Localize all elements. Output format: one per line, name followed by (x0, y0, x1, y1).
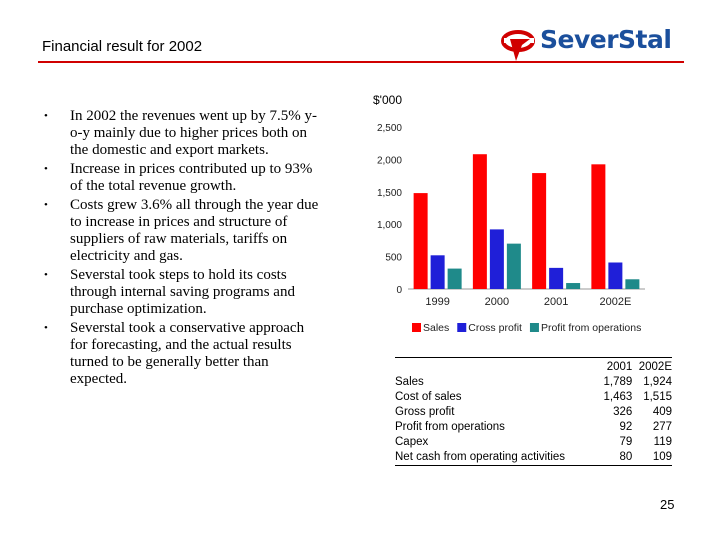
value-2001: 92 (619, 421, 633, 433)
bullet-item: • Severstal took steps to hold its costs … (40, 267, 325, 318)
bar-profit-from-operations-2002e (625, 279, 640, 289)
legend-label: Profit from operations (541, 322, 641, 334)
value-2001: 80 (597, 450, 633, 466)
bar-sales-1999 (413, 193, 428, 289)
bar-sales-2002e (591, 164, 606, 289)
bullet-text: Severstal took steps to hold its costs t… (70, 267, 295, 317)
value-2002e: 409 (652, 406, 672, 418)
row-label: Profit from operations (395, 421, 505, 433)
y-tick-label: 1,000 (377, 220, 402, 231)
y-tick-label: 2,000 (377, 155, 402, 166)
bullet-dot-icon: • (44, 269, 48, 281)
severstal-logo-icon (501, 30, 535, 61)
table-header-label (395, 357, 598, 375)
value-2002e: 1,515 (643, 391, 672, 403)
page-number: 25 (660, 497, 675, 512)
bullet-list: • In 2002 the revenues went up by 7.5% y-… (40, 108, 325, 390)
bar-cross-profit-2000 (489, 229, 504, 289)
value-2001: 1,463 (603, 391, 633, 403)
bar-cross-profit-2002e (608, 262, 623, 289)
table-row: Capex 79 119 (395, 435, 672, 450)
title-rule (38, 61, 684, 63)
table-header-row: 2001 2002E (395, 357, 672, 375)
x-tick-label: 1999 (425, 296, 449, 308)
row-label: Gross profit (395, 406, 455, 418)
bar-sales-2000 (472, 154, 487, 289)
y-tick-label: 2,500 (377, 123, 402, 134)
bullet-dot-icon: • (44, 322, 48, 334)
row-label: Cost of sales (395, 391, 462, 403)
financial-summary-table: 2001 2002E Sales 1,789 1,924 Cost of sales… (395, 357, 672, 466)
value-2001: 326 (613, 406, 633, 418)
bar-profit-from-operations-2000 (506, 243, 521, 289)
table-header-2001: 2001 (597, 357, 633, 375)
bullet-text: Costs grew 3.6% all through the year due… (70, 197, 319, 264)
bullet-text: Increase in prices contributed up to 93%… (70, 161, 313, 194)
legend-swatch (412, 323, 421, 332)
row-label: Sales (395, 376, 424, 388)
bar-cross-profit-2001 (549, 267, 564, 289)
legend-swatch (529, 323, 539, 332)
bullet-item: • Severstal took a conservative approach … (40, 320, 325, 388)
table-row: Net cash from operating activities 80 109 (395, 450, 672, 466)
bar-profit-from-operations-2001 (566, 283, 581, 289)
slide-title: Financial result for 2002 (42, 38, 203, 55)
bullet-item: • Costs grew 3.6% all through the year du… (40, 197, 325, 265)
legend-swatch (457, 323, 467, 332)
severstal-logo: SeverStal (500, 25, 690, 67)
row-label: Capex (395, 436, 429, 448)
bullet-item: • Increase in prices contributed up to 93… (40, 161, 325, 195)
value-2002e: 277 (652, 421, 672, 433)
bullet-dot-icon: • (44, 163, 48, 175)
bar-sales-2001 (532, 173, 547, 289)
y-tick-label: 500 (385, 253, 402, 264)
bar-profit-from-operations-1999 (447, 268, 462, 289)
row-label: Net cash from operating activities (395, 450, 598, 466)
logo-text: SeverStal (540, 25, 672, 54)
chart-unit-label: $'000 (373, 93, 402, 107)
bullet-dot-icon: • (44, 199, 48, 211)
value-2001: 1,789 (603, 376, 633, 388)
revenue-bar-chart: 0 500 1,000 1,500 2,000 2,500 1999 2000 2001 2002… (377, 123, 645, 334)
value-2001: 79 (619, 436, 633, 448)
y-tick-label: 0 (396, 285, 402, 296)
value-2002e: 119 (653, 436, 672, 448)
bar-cross-profit-1999 (430, 255, 445, 289)
value-2002e: 1,924 (643, 376, 672, 388)
x-tick-label: 2000 (485, 296, 509, 308)
table-row: Gross profit 326 409 (395, 405, 672, 420)
legend-label: Sales (423, 322, 449, 334)
x-tick-label: 2002E (599, 296, 631, 308)
bullet-text: Severstal took a conservative approach f… (70, 320, 305, 387)
table-header-2002e: 2002E (632, 357, 672, 375)
bullet-item: • In 2002 the revenues went up by 7.5% y-… (40, 108, 325, 159)
bullet-text: In 2002 the revenues went up by 7.5% y-o… (70, 108, 318, 158)
table-row: Sales 1,789 1,924 (395, 375, 672, 390)
value-2002e: 109 (632, 450, 672, 466)
bullet-dot-icon: • (44, 110, 48, 122)
table-row: Cost of sales 1,463 1,515 (395, 390, 672, 405)
x-tick-label: 2001 (544, 296, 568, 308)
legend-label: Cross profit (468, 322, 522, 334)
table-row: Profit from operations 92 277 (395, 420, 672, 435)
y-tick-label: 1,500 (377, 188, 402, 199)
